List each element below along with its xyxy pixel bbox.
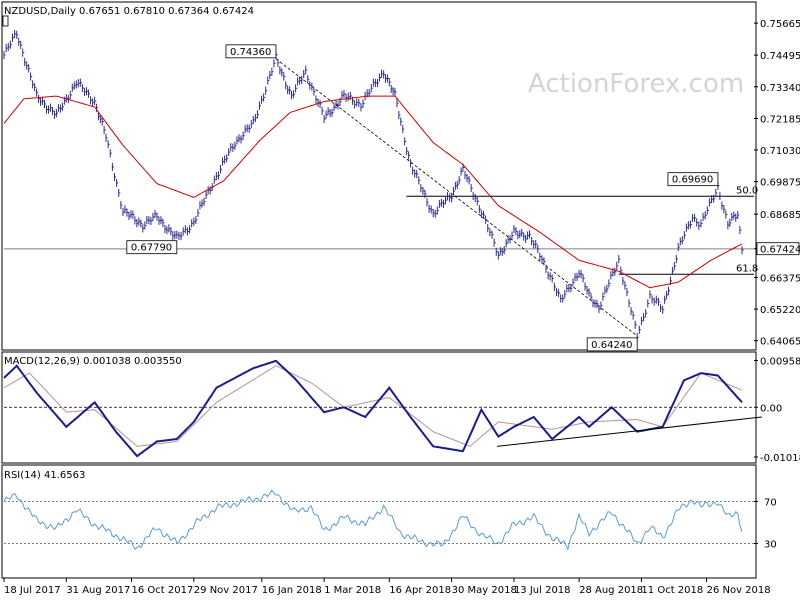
rsi-title: RSI(14) 41.6563 [4,470,85,481]
annotation-box [586,337,638,352]
x-tick-label: 26 Nov 2018 [707,585,771,596]
price-ytick-label: 0.72185 [760,114,800,125]
x-tick-label: 29 Nov 2017 [194,585,258,596]
annotation-box [126,240,178,255]
x-tick-label: 28 Aug 2018 [579,585,643,596]
x-tick-label: 11 Oct 2018 [641,585,703,596]
current-price-label: 0.67424 [760,245,800,256]
price-ytick-label: 0.64065 [760,337,800,348]
rsi-ytick-label: 70 [764,498,777,509]
rsi-panel: RSI(14) 41.6563 70 30 [1,464,777,579]
price-title: NZDUSD,Daily 0.67651 0.67810 0.67364 0.6… [4,6,254,17]
price-panel-frame [1,1,757,351]
price-layer: 0.75665 0.74495 0.73340 0.72185 0.71030 0.698… [2,15,800,352]
x-axis: 18 Jul 2017 31 Aug 2017 16 Oct 2017 29 Nov … [3,578,771,596]
moving-average-line [3,95,743,289]
x-tick-label: 13 Jul 2018 [514,585,571,596]
macd-title: MACD(12,26,9) 0.001038 0.003550 [4,356,182,367]
price-ytick-label: 0.75665 [760,19,800,30]
annotation-label: 0.74360 [230,47,271,58]
watermark: ActionForex.com [528,69,744,99]
rsi-layer: 70 30 [3,489,777,551]
macd-layer: 0.009587 0.00 -0.01018 [3,356,800,464]
x-tick-label: 18 Jul 2017 [4,585,61,596]
annotation-label: 0.64240 [591,340,632,351]
price-ytick-label: 0.65220 [760,305,800,316]
macd-signal-line [3,365,743,447]
macd-trendline [496,416,762,447]
fib-level-label: 61.8 [736,263,758,274]
x-tick-label: 16 Apr 2018 [389,585,451,596]
price-ytick-label: 0.71030 [760,146,800,157]
x-tick-label: 1 Mar 2018 [324,585,381,596]
annotation-box [225,44,277,59]
annotation-label: 0.67790 [131,243,172,254]
x-tick-label: 31 Aug 2017 [66,585,130,596]
price-ytick-label: 0.66375 [760,273,800,284]
macd-line [3,359,743,458]
rsi-line [3,489,743,551]
macd-panel: MACD(12,26,9) 0.001038 0.003550 0.009587… [1,351,800,464]
price-panel: NZDUSD,Daily 0.67651 0.67810 0.67364 0.6… [1,1,800,352]
x-tick-label: 16 Oct 2017 [131,585,193,596]
annotation-label: 0.69690 [672,175,713,186]
x-tick-label: 16 Jan 2018 [262,585,322,596]
price-ytick-label: 0.69875 [760,178,800,189]
x-tick-label: 30 May 2018 [452,585,517,596]
fib-level-label: 50.0 [736,185,758,196]
annotation-box [667,172,719,187]
macd-ytick-label: 0.009587 [760,356,800,367]
price-ytick-label: 0.68685 [760,210,800,221]
rsi-ytick-label: 30 [764,540,777,551]
price-ytick-label: 0.73340 [760,83,800,94]
price-ytick-label: 0.74495 [760,51,800,62]
rsi-panel-frame [1,464,757,579]
macd-ytick-label: -0.01018 [760,453,800,464]
start-marker [2,15,9,27]
macd-ytick-label: 0.00 [760,403,782,414]
current-price-box [756,242,800,256]
